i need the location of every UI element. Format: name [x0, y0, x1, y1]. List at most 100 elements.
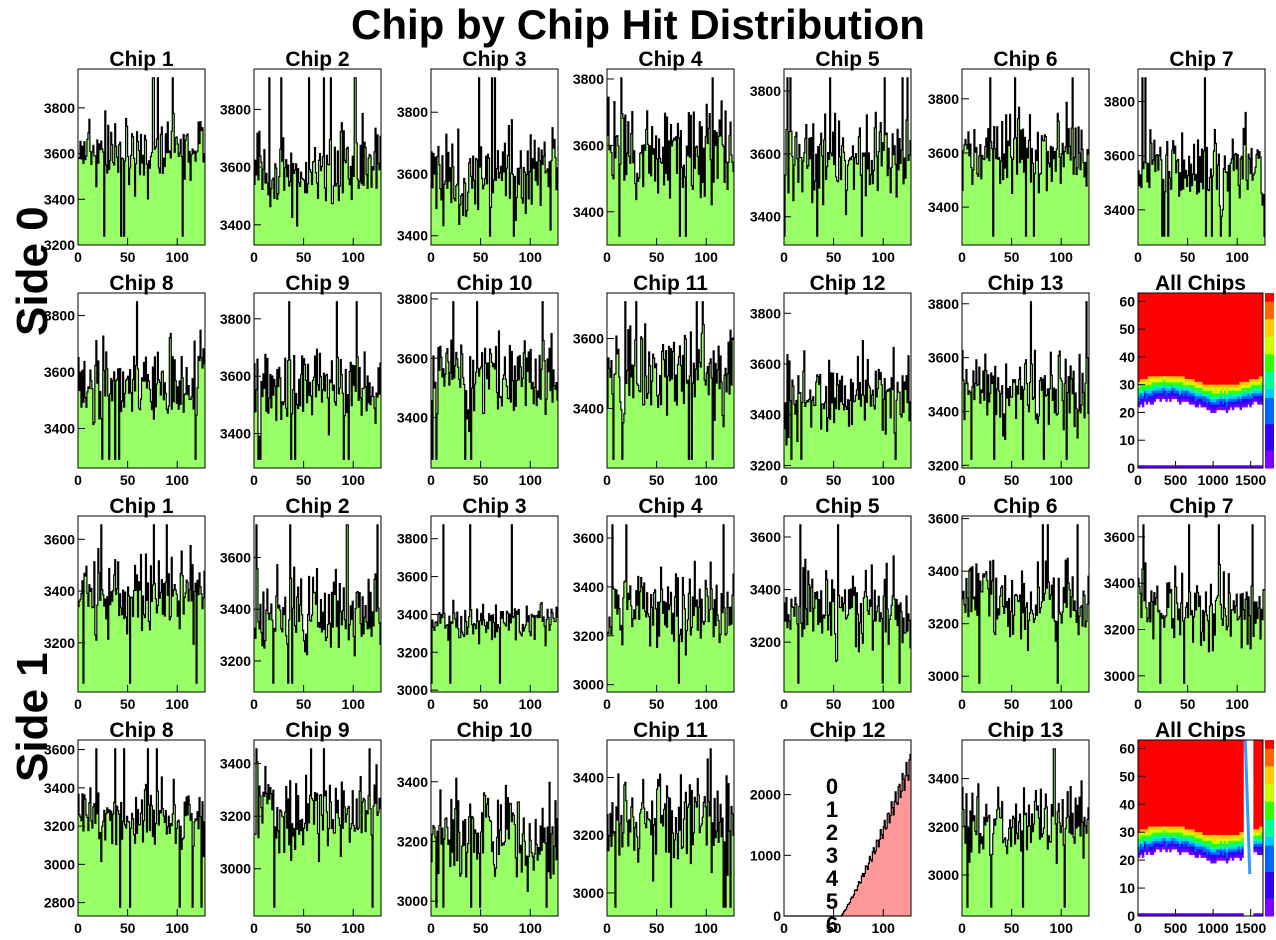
- side1-chip8-xtick-label: 50: [120, 920, 136, 936]
- side0-all-chips-cell: [1245, 398, 1248, 402]
- side1-all-chips-cell: [1210, 840, 1213, 844]
- side0-all-chips-cell: [1206, 465, 1209, 468]
- side1-all-chips-cell: [1233, 740, 1237, 837]
- side1-all-chips-cell: [1192, 843, 1196, 847]
- side1-all-chips-cell: [1208, 857, 1211, 861]
- side1-chip11-xtick-label: 50: [649, 920, 665, 936]
- side1-all-chips-cell: [1202, 851, 1205, 856]
- side0-all-chips-cell: [1255, 379, 1258, 383]
- side1-chip8-ytick-label: 3200: [44, 818, 75, 834]
- side0-all-chips-cell: [1253, 465, 1256, 468]
- side0-all-chips-cell: [1257, 401, 1260, 405]
- side1-all-chips-cell: [1149, 834, 1153, 839]
- side1-all-chips-cell: [1169, 913, 1172, 916]
- side1-all-chips-color-scale-cell: [1265, 775, 1274, 785]
- side0-all-chips-cell: [1159, 379, 1162, 383]
- side0-all-chips-cell: [1221, 401, 1225, 405]
- side1-all-chips-cell: [1259, 851, 1262, 856]
- side0-all-chips-cell: [1202, 387, 1205, 391]
- side0-all-chips-cell: [1143, 381, 1147, 386]
- side0-all-chips-cell: [1227, 404, 1231, 408]
- side0-chip13-xtick-label: 100: [1050, 472, 1074, 488]
- side0-all-chips-cell: [1163, 379, 1166, 383]
- side1-all-chips-cell: [1138, 832, 1141, 836]
- side1-all-chips-cell: [1212, 848, 1215, 853]
- side1-all-chips-cell: [1159, 848, 1162, 853]
- side0-all-chips-cell: [1163, 381, 1166, 386]
- side1-all-chips-cell: [1184, 837, 1188, 842]
- side0-all-chips-cell: [1259, 381, 1262, 386]
- side0-all-chips-cell: [1141, 401, 1145, 405]
- side0-chip11-xtick-label: 0: [603, 472, 611, 488]
- side0-all-chips-ytick-label: 0: [1127, 460, 1135, 476]
- side0-chip5-ytick-label: 3400: [750, 209, 781, 225]
- side0-all-chips-cell: [1237, 401, 1241, 405]
- side1-all-chips-cell: [1259, 837, 1262, 842]
- side0-chip9-ytick-label: 3400: [220, 426, 251, 442]
- side0-all-chips-cell: [1253, 393, 1256, 397]
- side1-chip10-series-line: [431, 777, 558, 908]
- side1-chip3-ytick-label: 3400: [397, 606, 428, 622]
- side0-all-chips-cell: [1149, 395, 1153, 400]
- side1-all-chips-cell: [1202, 837, 1205, 842]
- side0-all-chips-cell: [1155, 395, 1159, 400]
- side1-all-chips-cell: [1231, 843, 1235, 847]
- side0-all-chips-cell: [1253, 395, 1256, 400]
- side0-all-chips-cell: [1204, 404, 1207, 408]
- side1-chip5-title: Chip 5: [815, 495, 879, 518]
- side0-all-chips-cell: [1173, 384, 1176, 388]
- side0-all-chips-cell: [1145, 381, 1149, 386]
- side1-all-chips-cell: [1147, 829, 1151, 833]
- side0-all-chips-cell: [1259, 384, 1262, 388]
- side0-all-chips-cell: [1257, 381, 1260, 386]
- side1-all-chips-cell: [1147, 834, 1151, 839]
- side1-all-chips-cell: [1220, 837, 1223, 842]
- side1-all-chips-cell: [1177, 834, 1180, 839]
- side1-all-chips-cell: [1173, 840, 1176, 844]
- side1-all-chips-cell: [1237, 837, 1241, 842]
- side1-all-chips-color-scale-cell: [1265, 889, 1274, 899]
- side1-all-chips-cell: [1227, 854, 1231, 858]
- side0-all-chips-cell: [1180, 465, 1184, 468]
- side1-all-chips-cell: [1241, 846, 1244, 850]
- side0-all-chips-cell: [1249, 379, 1252, 383]
- side0-all-chips-cell: [1239, 465, 1243, 468]
- side1-chip12-ytick-label: 2000: [750, 787, 781, 803]
- side0-all-chips-cell: [1218, 387, 1221, 391]
- side0-all-chips-cell: [1165, 387, 1168, 391]
- side1-all-chips-cell: [1151, 846, 1155, 850]
- side0-chip13-xtick-label: 0: [958, 472, 966, 488]
- side0-all-chips-cell: [1194, 293, 1198, 383]
- side0-all-chips-cell: [1218, 395, 1221, 400]
- side1-all-chips-cell: [1216, 740, 1219, 838]
- side1-all-chips-cell: [1257, 740, 1260, 830]
- side1-all-chips-cell: [1167, 740, 1170, 827]
- side0-all-chips-cell: [1243, 390, 1246, 394]
- side1-all-chips-cell: [1192, 740, 1196, 833]
- side1-all-chips-cell: [1141, 834, 1145, 839]
- side1-all-chips-cell: [1153, 843, 1157, 847]
- side1-all-chips-cell: [1139, 848, 1143, 853]
- side1-all-chips-cell: [1218, 854, 1221, 858]
- side0-all-chips-cell: [1165, 395, 1168, 400]
- side0-all-chips-cell: [1245, 465, 1248, 468]
- side0-all-chips-cell: [1169, 395, 1172, 400]
- side0-all-chips-ytick-label: 40: [1119, 349, 1135, 365]
- side0-all-chips-cell: [1251, 395, 1254, 400]
- side0-chip5-area: [784, 77, 911, 245]
- side0-all-chips-cell: [1173, 293, 1176, 377]
- side1-all-chips-cell: [1210, 860, 1213, 864]
- side1-all-chips-cell: [1196, 843, 1200, 847]
- side0-all-chips-cell: [1167, 395, 1170, 400]
- side0-all-chips-cell: [1182, 293, 1186, 379]
- side1-all-chips-cell: [1155, 843, 1159, 847]
- side0-all-chips-cell: [1151, 381, 1155, 386]
- side1-all-chips-cell: [1179, 843, 1182, 847]
- side1-all-chips-cell: [1214, 860, 1217, 864]
- side1-all-chips-cell: [1233, 837, 1237, 842]
- side0-all-chips-cell: [1177, 395, 1180, 400]
- side1-all-chips-cell: [1212, 740, 1215, 838]
